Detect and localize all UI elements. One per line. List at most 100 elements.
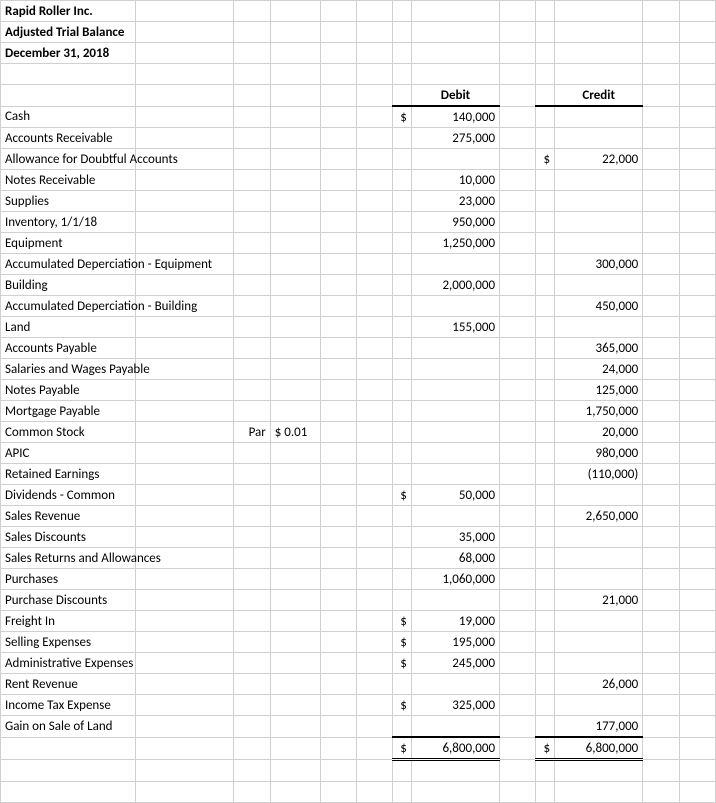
debit-symbol: $ <box>393 695 412 716</box>
col-header-debit: Debit <box>411 85 499 107</box>
debit-value: 19,000 <box>411 611 499 632</box>
debit-symbol <box>393 443 412 464</box>
debit-symbol <box>393 464 412 485</box>
credit-symbol: $ <box>536 149 555 170</box>
debit-symbol: $ <box>393 632 412 653</box>
account-label: Notes Receivable <box>1 170 136 191</box>
account-label: Building <box>1 275 136 296</box>
account-label: Common Stock <box>1 422 136 443</box>
debit-symbol <box>393 317 412 338</box>
debit-symbol <box>393 254 412 275</box>
credit-value <box>555 527 643 548</box>
account-label: Rent Revenue <box>1 674 136 695</box>
debit-symbol <box>393 527 412 548</box>
credit-symbol <box>536 527 555 548</box>
credit-symbol <box>536 212 555 233</box>
par-label: Par <box>234 422 270 443</box>
credit-value <box>555 548 643 569</box>
debit-symbol <box>393 233 412 254</box>
debit-symbol <box>393 359 412 380</box>
account-label: Salaries and Wages Payable <box>1 359 136 380</box>
credit-symbol <box>536 233 555 254</box>
account-label: Accounts Payable <box>1 338 136 359</box>
credit-value: 177,000 <box>555 716 643 738</box>
credit-symbol <box>536 380 555 401</box>
debit-value <box>411 380 499 401</box>
debit-symbol: $ <box>393 485 412 506</box>
credit-symbol <box>536 695 555 716</box>
credit-symbol <box>536 569 555 590</box>
credit-value <box>555 695 643 716</box>
debit-value <box>411 338 499 359</box>
debit-value <box>411 296 499 317</box>
account-label: Selling Expenses <box>1 632 136 653</box>
credit-value: 24,000 <box>555 359 643 380</box>
credit-symbol <box>536 254 555 275</box>
credit-symbol <box>536 632 555 653</box>
credit-value <box>555 569 643 590</box>
debit-value: 10,000 <box>411 170 499 191</box>
credit-value: 26,000 <box>555 674 643 695</box>
debit-value: 140,000 <box>411 106 499 128</box>
account-label: Income Tax Expense <box>1 695 136 716</box>
credit-symbol <box>536 716 555 738</box>
debit-symbol <box>393 401 412 422</box>
credit-value <box>555 275 643 296</box>
debit-symbol <box>393 212 412 233</box>
trial-balance-table: Rapid Roller Inc.Adjusted Trial BalanceD… <box>0 0 716 803</box>
account-label: Sales Returns and Allowances <box>1 548 136 569</box>
debit-value <box>411 254 499 275</box>
debit-value <box>411 401 499 422</box>
credit-symbol <box>536 359 555 380</box>
debit-symbol <box>393 674 412 695</box>
account-label: Allowance for Doubtful Accounts <box>1 149 136 170</box>
credit-symbol <box>536 548 555 569</box>
debit-value: 2,000,000 <box>411 275 499 296</box>
debit-symbol <box>393 191 412 212</box>
debit-value: 1,250,000 <box>411 233 499 254</box>
debit-value <box>411 590 499 611</box>
credit-symbol <box>536 317 555 338</box>
credit-value: 2,650,000 <box>555 506 643 527</box>
account-label: Purchases <box>1 569 136 590</box>
credit-value: 125,000 <box>555 380 643 401</box>
debit-value: 275,000 <box>411 128 499 149</box>
account-label: Notes Payable <box>1 380 136 401</box>
debit-symbol <box>393 716 412 738</box>
credit-value <box>555 191 643 212</box>
debit-symbol <box>393 380 412 401</box>
report-title: Adjusted Trial Balance <box>1 22 136 43</box>
account-label: Land <box>1 317 136 338</box>
debit-value <box>411 506 499 527</box>
credit-value <box>555 632 643 653</box>
debit-value <box>411 149 499 170</box>
debit-value: 950,000 <box>411 212 499 233</box>
debit-symbol <box>393 149 412 170</box>
credit-symbol <box>536 674 555 695</box>
debit-symbol: $ <box>393 611 412 632</box>
credit-value: 450,000 <box>555 296 643 317</box>
total-credit: 6,800,000 <box>555 737 643 760</box>
credit-value <box>555 317 643 338</box>
debit-symbol <box>393 170 412 191</box>
account-label: Sales Discounts <box>1 527 136 548</box>
debit-symbol <box>393 590 412 611</box>
credit-value <box>555 212 643 233</box>
credit-value: 21,000 <box>555 590 643 611</box>
debit-symbol <box>393 569 412 590</box>
credit-value: (110,000) <box>555 464 643 485</box>
col-header-credit: Credit <box>555 85 643 107</box>
debit-symbol <box>393 275 412 296</box>
debit-value <box>411 674 499 695</box>
debit-value: 23,000 <box>411 191 499 212</box>
credit-symbol <box>536 485 555 506</box>
credit-value: 300,000 <box>555 254 643 275</box>
debit-value: 325,000 <box>411 695 499 716</box>
debit-symbol <box>393 128 412 149</box>
credit-value: 20,000 <box>555 422 643 443</box>
debit-value: 245,000 <box>411 653 499 674</box>
credit-value <box>555 485 643 506</box>
debit-value: 1,060,000 <box>411 569 499 590</box>
account-label: Inventory, 1/1/18 <box>1 212 136 233</box>
account-label: Freight In <box>1 611 136 632</box>
